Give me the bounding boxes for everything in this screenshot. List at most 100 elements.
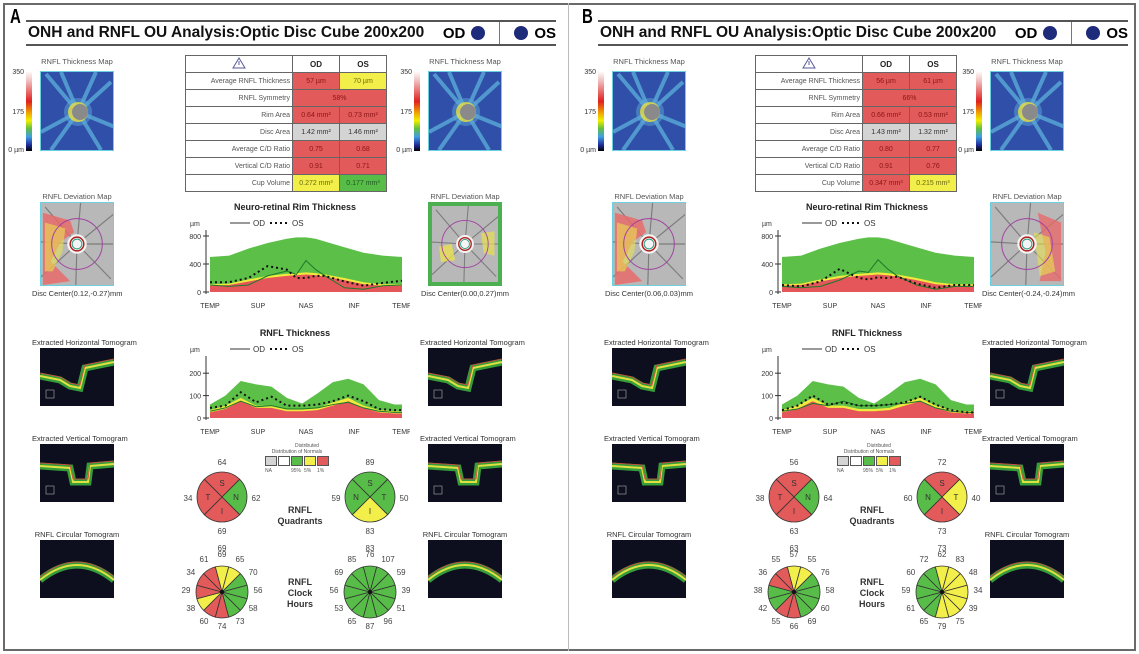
legend-item-label: 95% (291, 468, 302, 474)
x-category-label: NAS (299, 303, 314, 310)
table-row: Vertical C/D Ratio 0.91 0.76 (755, 157, 957, 175)
clock-title-line1: RNFL (288, 577, 312, 587)
clock-hour-value: 39 (968, 604, 978, 613)
row-label: Average RNFL Thickness (185, 72, 293, 90)
clock-hour-value: 34 (973, 586, 983, 595)
column-header-od: OD (292, 55, 340, 73)
clock-hour-segment (923, 566, 943, 594)
quadrant-pie-od: SN I T (768, 471, 820, 523)
legend-swatch (876, 456, 888, 466)
quadrant-letter: N (353, 493, 359, 502)
y-tick-label: 800 (189, 234, 201, 241)
report-title: ONH and RNFL OU Analysis:Optic Disc Cube… (600, 24, 997, 41)
os-value: 0.177 mm³ (339, 174, 387, 192)
quadrant-T (196, 478, 223, 516)
quadrant-letter: T (206, 493, 211, 502)
legend-swatch (889, 456, 901, 466)
legend-swatch (317, 456, 329, 466)
thickness-map-label: RNFL Thickness Map (613, 57, 685, 66)
disc-center-label: Disc Center(-0.24,-0.24)mm (982, 289, 1075, 298)
clock-hour-value: 53 (334, 604, 344, 613)
warning-cell (185, 55, 293, 73)
clock-hour-value: 74 (217, 622, 227, 631)
report-header: ONH and RNFL OU Analysis:Optic Disc Cube… (598, 20, 1128, 46)
od-series-line (209, 400, 402, 413)
row-label: Cup Volume (185, 174, 293, 192)
clock-top-value: 73 (937, 544, 947, 553)
clock-hour-value: 69 (334, 568, 344, 577)
quadrant-value: 89 (365, 458, 375, 467)
quadrant-T (369, 478, 396, 516)
rnfl-thickness-map-image (990, 71, 1064, 151)
clock-hour-value: 87 (365, 622, 375, 631)
tomogram-label: RNFL Circular Tomogram (422, 530, 508, 539)
scale-tick-label: 350 (12, 69, 24, 76)
rnfl-thickness-map-image (428, 71, 502, 151)
legend-item-label: 1% (889, 468, 897, 474)
thickness-chart: µm OD OS 0 100 200 TEMP SUP NAS INF TEMP (189, 345, 410, 436)
clock-hour-value: 66 (789, 622, 799, 631)
y-tick-label: 100 (189, 394, 201, 401)
x-category-label: TEMP (772, 303, 792, 310)
color-scale-bar (976, 71, 982, 151)
clock-hours-pie-os (343, 565, 397, 619)
clock-hour-value: 96 (383, 617, 393, 627)
normative-band-red (782, 401, 974, 418)
os-indicator: OS (1072, 25, 1128, 42)
oct-tomogram-image (40, 348, 114, 406)
clock-hour-value: 73 (235, 617, 245, 627)
os-value: 0.73 mm² (339, 106, 387, 124)
legend-swatch (863, 456, 875, 466)
clock-hour-value: 38 (186, 604, 196, 613)
table-row: Average RNFL Thickness 57 µm 70 µm (185, 72, 387, 90)
quadrant-value: 50 (399, 494, 409, 503)
quadrants-title: RNFL Quadrants (270, 505, 330, 527)
deviation-map-label: RNFL Deviation Map (614, 192, 684, 201)
y-tick-label: 400 (761, 262, 773, 269)
od-label: OD (442, 24, 466, 42)
clock-hour-value: 69 (807, 617, 817, 627)
quadrant-I (351, 496, 389, 523)
oct-tomogram-image (990, 348, 1064, 406)
os-value: 0.77 (909, 140, 957, 158)
clock-title-line1: RNFL (860, 577, 884, 587)
quadrant-letter: I (793, 507, 795, 516)
y-tick-label: 0 (197, 416, 201, 423)
deviation-map-label: RNFL Deviation Map (992, 192, 1062, 201)
oct-tomogram-image (40, 540, 114, 598)
scale-tick-label: 350 (962, 69, 974, 76)
clock-hour-value: 56 (253, 586, 263, 595)
row-label: Disc Area (755, 123, 863, 141)
quadrant-N (221, 478, 248, 516)
clock-hour-value: 72 (919, 554, 929, 564)
y-tick-label: 0 (197, 290, 201, 297)
od-value: 0.272 mm³ (292, 174, 340, 192)
tomogram-label: Extracted Vertical Tomogram (420, 434, 516, 443)
clock-center-dot (220, 590, 224, 594)
os-series-line (209, 390, 402, 412)
row-label: Vertical C/D Ratio (185, 157, 293, 175)
y-tick-label: 200 (189, 371, 201, 378)
scale-tick-label: 175 (962, 109, 974, 116)
clock-hour-value: 51 (396, 604, 406, 613)
clock-hour-value: 48 (968, 568, 978, 577)
clock-hour-value: 83 (955, 554, 965, 564)
clock-hour-segment (351, 566, 371, 594)
legend-os-label: OS (864, 219, 876, 228)
clock-hours-title: RNFL Clock Hours (270, 577, 330, 610)
quadrant-value: 38 (755, 494, 765, 503)
oct-tomogram-image (612, 540, 686, 598)
normative-band-red (782, 274, 974, 292)
normative-band-red (210, 401, 402, 418)
od-value: 0.91 (862, 157, 910, 175)
symmetry-value: 58% (292, 89, 387, 107)
legend-item-label: 95% (863, 468, 874, 474)
clock-hour-value: 34 (186, 568, 196, 577)
od-value: 1.43 mm² (862, 123, 910, 141)
od-series-line (781, 259, 974, 290)
quadrant-value: 34 (183, 494, 193, 503)
scale-tick-label: 175 (12, 109, 24, 116)
report-panel-b: B ONH and RNFL OU Analysis:Optic Disc Cub… (572, 0, 1137, 654)
table-header-row: OD OS (185, 55, 387, 73)
quadrant-letter: T (778, 493, 783, 502)
